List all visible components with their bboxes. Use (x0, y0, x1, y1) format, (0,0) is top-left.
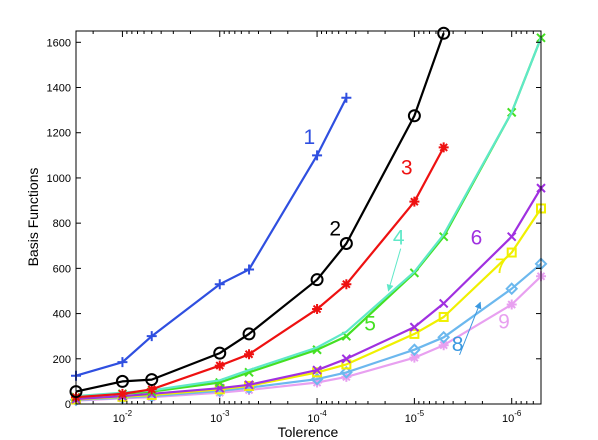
y-tick-label: 0 (65, 399, 71, 411)
series-7-point (409, 328, 420, 339)
series-2-point (339, 236, 353, 250)
series-7-point (438, 311, 449, 322)
y-tick-label: 1400 (47, 83, 71, 95)
series-label-5: 5 (364, 313, 376, 336)
x-tick-label: 10-6 (502, 409, 522, 425)
series-3-point (117, 388, 128, 399)
series-label-6: 6 (471, 227, 483, 250)
series-9-point (506, 299, 517, 310)
series-3-point (438, 142, 449, 153)
y-tick-label: 600 (53, 263, 71, 275)
series-9-point (438, 340, 449, 351)
y-tick-label: 800 (53, 218, 71, 230)
series-1-point (244, 264, 255, 275)
series-2 (69, 26, 451, 399)
series-label-9: 9 (498, 310, 510, 333)
x-axis-title: Tolerence (278, 424, 339, 440)
series-2-point (407, 109, 421, 123)
series-7-point (341, 359, 352, 370)
y-axis-title: Basis Functions (25, 168, 41, 267)
series-7-point (506, 247, 517, 258)
y-tick-label: 1200 (47, 128, 71, 140)
series-7-point (312, 367, 323, 378)
series-6-point (506, 232, 517, 242)
series-3-point (146, 384, 157, 395)
series-3-point (341, 279, 352, 290)
plot-area (76, 31, 541, 404)
series-2-point (437, 26, 451, 40)
series-2-point (115, 374, 129, 388)
series-2-point (310, 273, 324, 287)
series-6-point (244, 380, 254, 390)
y-tick-label: 400 (53, 309, 71, 321)
y-tick-label: 1600 (47, 37, 71, 49)
x-tick-label: 10-3 (210, 409, 230, 425)
series-6-point (312, 365, 322, 375)
series-1-point (341, 92, 352, 103)
x-tick-label: 10-2 (113, 409, 133, 425)
series-2-point (213, 346, 227, 360)
series-label-3: 3 (401, 157, 413, 180)
series-2-point (242, 327, 256, 341)
series-label-1: 1 (304, 126, 316, 149)
annotation-layer: 1 2 3 4 5 67 8 9 (304, 126, 510, 356)
axes-layer (75, 30, 542, 405)
series-9-point (312, 377, 323, 388)
series-8-point (505, 282, 519, 296)
y-tick-label: 1000 (47, 173, 71, 185)
plot-frame (75, 30, 542, 405)
series-label-8: 8 (452, 333, 464, 356)
series-1-point (214, 279, 225, 290)
series-9-point (146, 392, 157, 403)
series-8-point (437, 330, 451, 344)
series-1-point (146, 331, 157, 342)
series-label-7: 7 (495, 255, 507, 278)
series-2-point (145, 373, 159, 387)
annotation-arrow-4 (386, 248, 402, 292)
x-tick-label: 10-4 (307, 409, 327, 425)
series-6-point (341, 354, 352, 364)
series-8-point (339, 365, 353, 379)
y-axis-ticks: 0 200 400 600 800 1000 1200 1400 1600 (47, 37, 541, 411)
series-2-line (75, 32, 445, 393)
series-label-2: 2 (329, 218, 341, 241)
series-6-point (409, 322, 420, 332)
series-6-point (438, 298, 449, 309)
x-tick-label: 10-5 (405, 409, 425, 425)
series-3-point (214, 360, 225, 371)
series-8-point (407, 343, 421, 357)
series-label-4: 4 (393, 227, 405, 250)
y-tick-label: 200 (53, 354, 71, 366)
annotation-arrow-8 (459, 301, 482, 356)
series-3-point (244, 349, 255, 360)
series-1-point (312, 150, 323, 161)
series-3-point (409, 196, 420, 207)
series-9-point (409, 352, 420, 363)
series-3-point (312, 304, 323, 315)
series-8-point (310, 372, 324, 386)
series-1-point (117, 357, 128, 368)
x-axis-ticks: 10-2 10-3 10-4 10-5 10-6 (75, 31, 542, 425)
